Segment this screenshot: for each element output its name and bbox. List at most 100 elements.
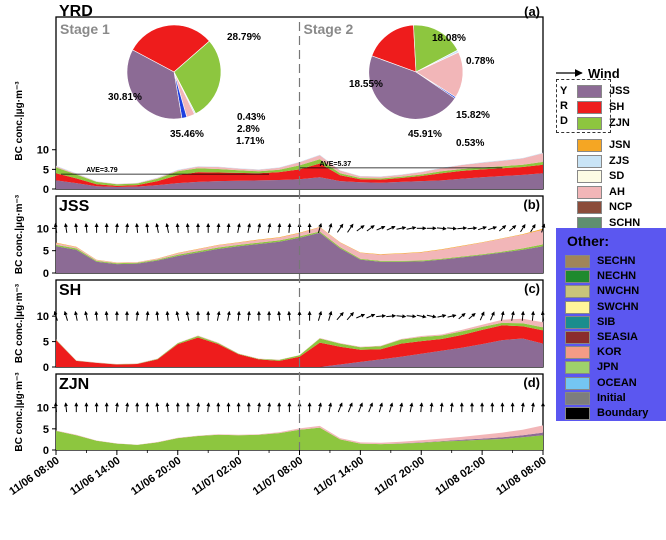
- area-sh: [56, 325, 543, 367]
- wind-arrow: [185, 310, 190, 321]
- pie-slice-label: 0.53%: [456, 138, 484, 149]
- area-ah: [56, 318, 543, 365]
- legend-item-sib: SIB: [563, 315, 666, 330]
- y-tick-label: 5: [43, 164, 49, 176]
- wind-arrow: [74, 310, 78, 321]
- x-tick-label: 11/06 20:00: [129, 455, 183, 498]
- legend-item-swchn: SWCHN: [563, 300, 666, 315]
- wind-arrow: [267, 402, 272, 413]
- wind-arrow: [368, 402, 373, 413]
- wind-arrow: [366, 313, 376, 319]
- wind-arrow: [277, 223, 282, 233]
- wind-arrow: [53, 310, 58, 321]
- wind-arrow: [437, 314, 447, 318]
- pie-slice-label: 2.8%: [237, 124, 260, 135]
- legend-item-jsn: JSN: [575, 138, 666, 153]
- area-ah: [56, 227, 543, 264]
- wind-legend: Wind: [556, 66, 620, 81]
- wind-arrow: [74, 223, 79, 233]
- legend-swatch: [565, 300, 590, 314]
- legend-label: AH: [609, 185, 625, 198]
- legend-label: Initial: [597, 391, 626, 404]
- wind-arrow: [406, 226, 417, 230]
- wind-arrow: [396, 314, 407, 319]
- wind-arrow: [287, 223, 292, 233]
- wind-arrow: [479, 311, 485, 321]
- wind-arrow: [356, 313, 366, 319]
- pie-slice-label: 30.81%: [108, 92, 142, 103]
- wind-arrow: [277, 310, 282, 321]
- wind-arrow: [477, 226, 487, 231]
- wind-arrow: [246, 310, 251, 321]
- legend-swatch: [565, 391, 590, 405]
- wind-arrow: [337, 402, 343, 413]
- wind-arrow: [257, 223, 262, 233]
- x-tick-label: 11/08 08:00: [494, 455, 548, 498]
- y-tick-label: 10: [37, 311, 49, 323]
- wind-arrow: [520, 310, 525, 321]
- y-tick-label: 0: [43, 362, 49, 374]
- wind-arrow: [135, 223, 140, 233]
- y-tick-label: 0: [43, 268, 49, 280]
- y-axis-label: BC conc.|μg·m⁻³: [14, 194, 25, 274]
- y-tick-label: 5: [43, 246, 49, 258]
- legend-swatch: [565, 361, 590, 375]
- wind-arrow: [165, 223, 170, 233]
- wind-arrow: [447, 226, 457, 231]
- panel-zjn: 0 5 10 BC conc.|μg·m⁻³ ZJN (d): [14, 372, 545, 457]
- wind-arrow: [498, 225, 507, 232]
- wind-arrow: [155, 310, 160, 321]
- wind-arrow: [436, 226, 447, 231]
- pie-slice-label: 18.08%: [432, 33, 466, 44]
- x-tick-label: 11/08 02:00: [433, 455, 487, 498]
- wind-arrow: [267, 223, 272, 233]
- panel-title: JSS: [59, 198, 90, 215]
- x-tick-label: 11/07 08:00: [251, 455, 305, 498]
- wind-arrow: [226, 223, 231, 233]
- wind-arrow: [216, 310, 221, 321]
- wind-arrow: [520, 224, 526, 233]
- legend-label: SH: [609, 101, 625, 113]
- pie-slice-label: 35.46%: [170, 129, 204, 140]
- pie-slice-label: 18.55%: [349, 79, 383, 90]
- legend-label: SWCHN: [597, 300, 639, 313]
- wind-arrow: [206, 402, 211, 413]
- panel-sh: 0 5 10 BC conc.|μg·m⁻³ SH (c): [14, 279, 545, 374]
- y-tick-label: 0: [43, 445, 49, 457]
- legend-item-kor: KOR: [563, 345, 666, 360]
- legend-swatch: [565, 285, 590, 299]
- pie-slice-label: 1.71%: [236, 136, 264, 147]
- legend-swatch: [565, 376, 590, 390]
- wind-arrow: [458, 312, 466, 320]
- pie-slice-sh: [132, 24, 210, 73]
- legend-label: JSN: [609, 139, 631, 151]
- wind-arrow: [185, 223, 190, 233]
- legend-swatch: [565, 255, 590, 268]
- legend-swatch: [577, 201, 602, 215]
- wind-arrow: [84, 310, 89, 321]
- x-tick-label: 11/07 02:00: [190, 455, 244, 498]
- legend-label: SIB: [597, 315, 616, 328]
- panel-letter: (d): [523, 375, 540, 390]
- wind-arrow: [488, 226, 498, 231]
- legend-item-ah: AH: [575, 185, 666, 200]
- wind-arrow: [84, 223, 89, 233]
- legend-label: SCHN: [609, 217, 641, 229]
- legend-swatch: [577, 170, 602, 184]
- wind-arrow: [457, 226, 468, 231]
- wind-arrow: [114, 402, 119, 413]
- yrd-group-box: [556, 79, 611, 133]
- pie-slice-label: 0.43%: [237, 112, 265, 123]
- wind-arrow: [509, 225, 517, 232]
- legend-item-sechn: SECHN: [563, 254, 666, 269]
- x-tick-label: 11/07 20:00: [372, 455, 426, 498]
- wind-arrow: [125, 223, 130, 233]
- wind-arrow: [104, 310, 109, 321]
- wind-arrow: [376, 225, 386, 231]
- wind-arrow: [63, 223, 68, 233]
- panel-title: SH: [59, 282, 81, 299]
- legend-label: JPN: [597, 361, 619, 374]
- wind-arrow: [135, 310, 140, 321]
- wind-arrow: [226, 310, 231, 321]
